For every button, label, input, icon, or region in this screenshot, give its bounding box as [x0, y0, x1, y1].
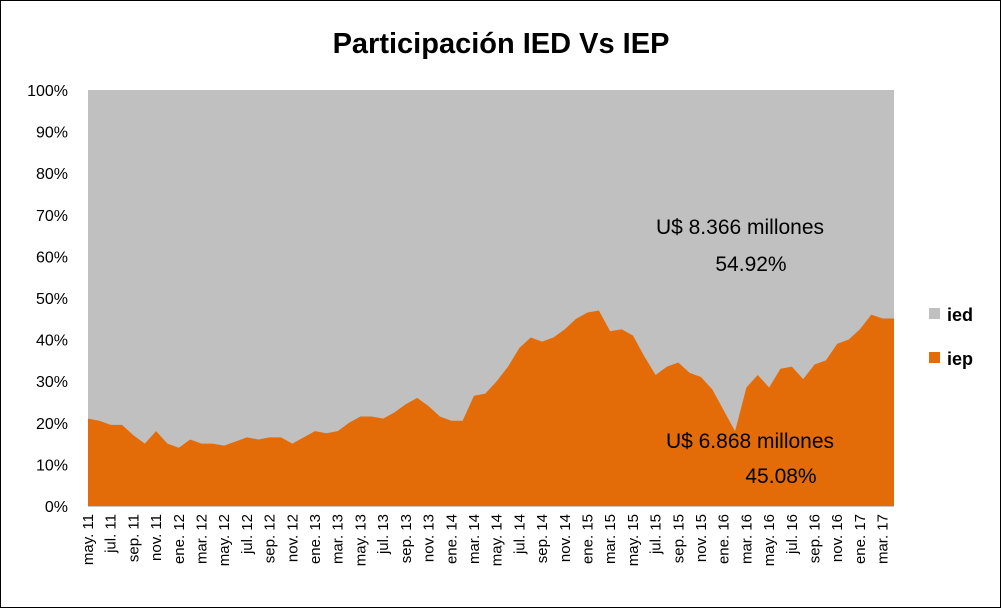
y-tick-label: 0% [45, 499, 68, 516]
x-tick-label: sep. 14 [534, 514, 551, 563]
y-tick-label: 50% [36, 291, 68, 308]
x-tick-label: sep. 15 [670, 514, 687, 563]
x-tick-label: mar. 14 [466, 514, 483, 564]
x-tick-label: jul. 15 [648, 514, 665, 555]
y-tick-label: 60% [36, 249, 68, 266]
iep-area [88, 310, 894, 506]
x-tick-label: jul. 13 [375, 514, 392, 555]
x-tick-label: mar. 12 [194, 514, 211, 564]
legend: ied iep [929, 305, 973, 369]
x-tick-label: ene. 13 [307, 514, 324, 564]
x-tick-label: sep. 12 [262, 514, 279, 563]
x-tick-label: jul. 12 [239, 514, 256, 555]
legend-label-iep: iep [947, 349, 973, 369]
x-tick-label: may. 13 [353, 514, 370, 566]
x-axis-ticks: may. 11 jul. 11 sep. 11 nov. 11 ene. 12 mar. … [80, 514, 892, 566]
ied-annotation-amount: U$ 8.366 millones [656, 216, 824, 239]
x-tick-label: nov. 12 [284, 514, 301, 562]
x-tick-label: ene. 17 [852, 514, 869, 564]
x-tick-label: sep. 13 [398, 514, 415, 563]
y-tick-label: 30% [36, 374, 68, 391]
iep-annotation-percent: 45.08% [745, 465, 816, 488]
x-tick-label: may. 11 [80, 514, 97, 565]
ied-annotation-percent: 54.92% [715, 253, 786, 276]
x-tick-label: may. 14 [489, 514, 506, 566]
x-tick-label: mar. 17 [875, 514, 892, 564]
y-tick-label: 20% [36, 416, 68, 433]
x-tick-label: ene. 16 [716, 514, 733, 564]
y-axis-ticks: 0% 10% 20% 30% 40% 50% 60% 70% 80% 90% 100% [27, 83, 68, 516]
iep-annotation-amount: U$ 6.868 millones [666, 430, 834, 453]
x-tick-label: nov. 16 [829, 514, 846, 562]
x-tick-label: jul. 11 [103, 514, 120, 554]
x-tick-label: may. 15 [625, 514, 642, 566]
x-tick-label: nov. 11 [148, 514, 165, 561]
y-tick-label: 70% [36, 208, 68, 225]
x-tick-label: mar. 15 [602, 514, 619, 564]
chart-title: Participación IED Vs IEP [333, 28, 670, 60]
y-tick-label: 40% [36, 333, 68, 350]
plot-area [88, 90, 894, 507]
x-tick-label: may. 12 [216, 514, 233, 566]
x-tick-label: sep. 16 [807, 514, 824, 563]
y-tick-label: 100% [27, 83, 68, 100]
y-tick-label: 10% [36, 457, 68, 474]
x-tick-label: may. 16 [761, 514, 778, 566]
x-tick-label: ene. 15 [580, 514, 597, 564]
x-tick-label: ene. 14 [443, 514, 460, 564]
legend-swatch-iep [929, 352, 940, 363]
legend-label-ied: ied [947, 305, 973, 325]
annotations: U$ 8.366 millones 54.92% U$ 6.868 millon… [656, 216, 834, 488]
x-tick-label: mar. 16 [738, 514, 755, 564]
x-tick-label: mar. 13 [330, 514, 347, 564]
y-tick-label: 90% [36, 125, 68, 142]
x-tick-label: nov. 13 [421, 514, 438, 562]
x-tick-label: jul. 14 [511, 514, 528, 555]
y-tick-label: 80% [36, 166, 68, 183]
legend-swatch-ied [929, 308, 940, 319]
x-tick-label: jul. 16 [784, 514, 801, 555]
x-tick-label: sep. 11 [125, 514, 142, 562]
x-tick-label: nov. 15 [693, 514, 710, 562]
x-tick-label: ene. 12 [171, 514, 188, 564]
x-tick-label: nov. 14 [557, 514, 574, 562]
